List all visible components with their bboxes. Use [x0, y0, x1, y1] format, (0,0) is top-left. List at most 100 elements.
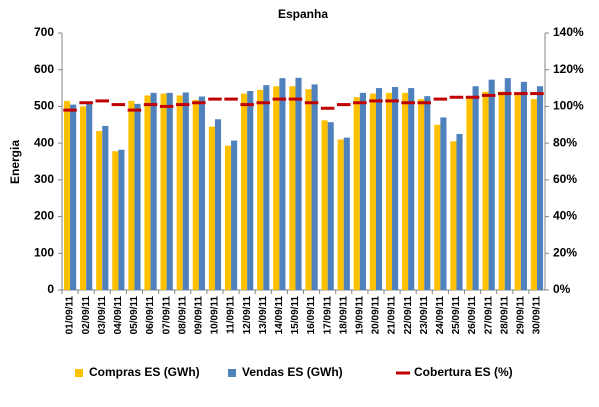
bar — [359, 92, 366, 290]
y-tick-label: 0 — [47, 282, 54, 296]
y-tick-label: 600 — [34, 62, 54, 76]
x-tick-label: 07/09/11 — [161, 296, 172, 335]
x-tick-label: 27/09/11 — [483, 296, 494, 335]
bar — [498, 91, 505, 290]
bar — [144, 95, 151, 291]
bar — [86, 102, 93, 290]
x-tick-label: 08/09/11 — [177, 296, 188, 335]
legend-swatch — [75, 369, 83, 377]
x-tick-label: 25/09/11 — [451, 296, 462, 335]
x-tick-label: 06/09/11 — [145, 296, 156, 335]
y2-tick-label: 140% — [553, 25, 584, 39]
x-tick-label: 22/09/11 — [403, 296, 414, 335]
y2-tick-label: 80% — [553, 135, 577, 149]
bar — [176, 95, 183, 291]
bar — [134, 103, 141, 290]
bar — [343, 137, 350, 290]
y-tick-label: 200 — [34, 209, 54, 223]
y2-tick-label: 60% — [553, 172, 577, 186]
bar — [321, 120, 328, 290]
bar — [198, 96, 205, 290]
x-tick-label: 01/09/11 — [65, 296, 76, 335]
bar — [385, 92, 393, 290]
bar — [466, 96, 473, 290]
bar — [166, 92, 173, 290]
x-tick-label: 09/09/11 — [193, 296, 204, 335]
y2-tick-label: 100% — [553, 99, 584, 113]
bar — [128, 100, 135, 291]
bar — [482, 91, 489, 290]
bar — [273, 86, 280, 290]
bar — [247, 91, 254, 290]
bar — [305, 89, 312, 291]
legend-label: Compras ES (GWh) — [89, 365, 200, 379]
bar — [434, 124, 441, 291]
bar — [70, 104, 77, 290]
bar — [418, 99, 425, 290]
x-tick-label: 26/09/11 — [467, 296, 478, 335]
x-tick-label: 17/09/11 — [322, 296, 333, 335]
x-tick-label: 05/09/11 — [129, 296, 140, 335]
x-tick-label: 04/09/11 — [113, 296, 124, 335]
x-tick-label: 20/09/11 — [371, 296, 382, 335]
bar — [208, 126, 215, 290]
bar — [472, 86, 479, 290]
y-axis-label: Energia — [8, 140, 22, 184]
legend-swatch — [228, 369, 236, 377]
bar — [440, 117, 447, 290]
bar — [424, 96, 431, 290]
x-tick-label: 15/09/11 — [290, 296, 301, 335]
y2-tick-label: 40% — [553, 209, 577, 223]
bar — [488, 79, 495, 291]
x-tick-label: 16/09/11 — [306, 296, 317, 335]
x-tick-label: 23/09/11 — [419, 296, 430, 335]
y-tick-label: 400 — [34, 135, 54, 149]
x-tick-label: 28/09/11 — [499, 296, 510, 335]
bar — [257, 89, 264, 291]
bar — [214, 119, 222, 291]
bar — [160, 93, 167, 290]
bar — [112, 151, 119, 290]
y-tick-label: 100 — [34, 245, 54, 259]
y2-tick-label: 20% — [553, 245, 577, 259]
chart-title: Espanha — [278, 7, 328, 21]
y2-tick-label: 0% — [553, 282, 571, 296]
bar — [514, 94, 521, 291]
y-tick-label: 500 — [34, 99, 54, 113]
bar — [279, 78, 286, 290]
x-tick-label: 14/09/11 — [274, 296, 285, 335]
x-tick-label: 18/09/11 — [338, 296, 349, 335]
x-tick-label: 12/09/11 — [242, 296, 253, 335]
bar — [118, 149, 125, 290]
x-tick-label: 30/09/11 — [532, 296, 543, 335]
bar — [231, 140, 238, 290]
bar — [375, 88, 383, 290]
bar — [392, 86, 399, 290]
y-tick-label: 700 — [34, 25, 54, 39]
bar — [353, 97, 360, 290]
x-tick-label: 10/09/11 — [210, 296, 221, 335]
bar — [311, 84, 318, 291]
x-tick-label: 03/09/11 — [97, 296, 108, 335]
x-tick-label: 13/09/11 — [258, 296, 269, 335]
bar — [102, 125, 109, 290]
bar — [63, 100, 71, 291]
x-tick-label: 11/09/11 — [226, 296, 237, 334]
x-tick-label: 29/09/11 — [515, 296, 526, 335]
y-tick-label: 300 — [34, 172, 54, 186]
bar — [295, 77, 302, 290]
bar — [520, 81, 527, 290]
bar — [402, 92, 409, 290]
bar — [337, 139, 344, 290]
legend-label: Vendas ES (GWh) — [242, 365, 343, 379]
bar — [369, 93, 376, 290]
bar — [80, 106, 87, 290]
bar — [241, 93, 248, 290]
x-tick-label: 19/09/11 — [354, 296, 365, 335]
x-tick-label: 24/09/11 — [435, 296, 446, 335]
bar — [224, 145, 232, 290]
bar — [263, 85, 270, 291]
bar — [504, 78, 511, 290]
